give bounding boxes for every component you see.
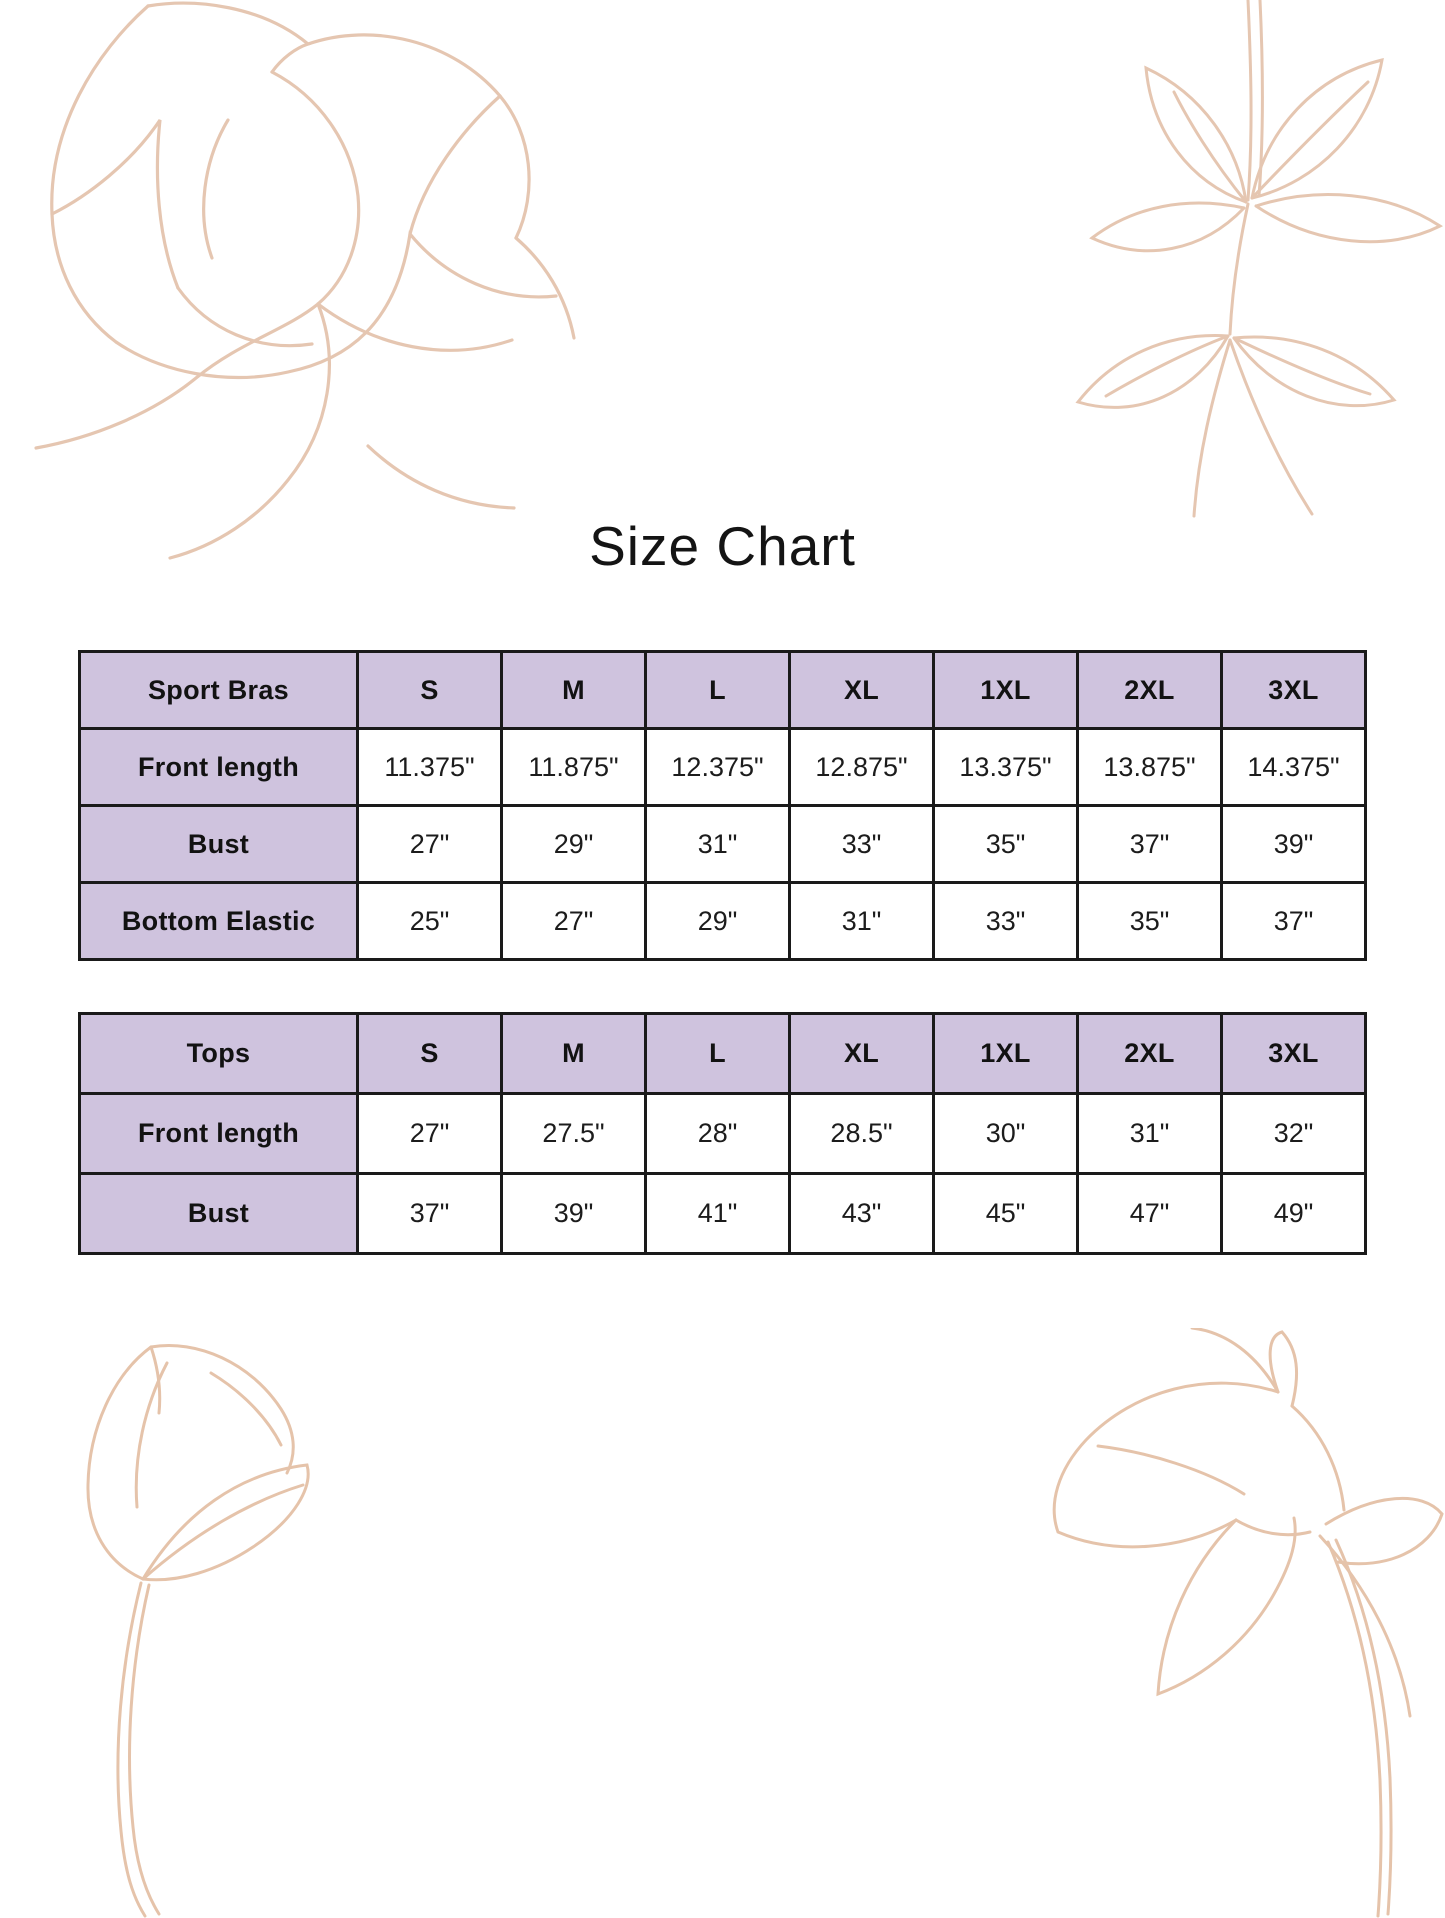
leaf-branch-line-art-icon <box>1075 0 1444 518</box>
size-value-cell: 14.375" <box>1220 727 1367 807</box>
size-value-cell: 39" <box>500 1172 647 1255</box>
size-header-cell: 2XL <box>1076 1012 1223 1095</box>
size-value-cell: 37" <box>1220 881 1367 961</box>
size-value-cell: 12.875" <box>788 727 935 807</box>
row-label-cell: Bust <box>78 804 359 884</box>
size-value-cell: 13.375" <box>932 727 1079 807</box>
table-row: Bust 27" 29" 31" 33" 35" 37" 39" <box>78 804 1367 884</box>
table-row: Front length 27" 27.5" 28" 28.5" 30" 31"… <box>78 1092 1367 1175</box>
size-header-cell: 1XL <box>932 1012 1079 1095</box>
size-value-cell: 29" <box>500 804 647 884</box>
size-value-cell: 13.875" <box>1076 727 1223 807</box>
size-header-cell: S <box>356 1012 503 1095</box>
row-label-cell: Front length <box>78 1092 359 1175</box>
size-value-cell: 11.375" <box>356 727 503 807</box>
poppy-flower-line-art-icon <box>86 1344 310 1918</box>
size-value-cell: 30" <box>932 1092 1079 1175</box>
size-header-cell: 2XL <box>1076 650 1223 730</box>
page-title: Size Chart <box>589 515 856 577</box>
size-header-cell: M <box>500 650 647 730</box>
size-header-cell: XL <box>788 650 935 730</box>
size-value-cell: 28" <box>644 1092 791 1175</box>
peony-flower-line-art-icon <box>34 1 576 560</box>
size-value-cell: 49" <box>1220 1172 1367 1255</box>
table-header-row: Tops S M L XL 1XL 2XL 3XL <box>78 1012 1367 1095</box>
size-header-cell: XL <box>788 1012 935 1095</box>
size-header-cell: 1XL <box>932 650 1079 730</box>
size-header-cell: S <box>356 650 503 730</box>
size-value-cell: 25" <box>356 881 503 961</box>
size-value-cell: 31" <box>1076 1092 1223 1175</box>
size-value-cell: 32" <box>1220 1092 1367 1175</box>
size-value-cell: 35" <box>932 804 1079 884</box>
size-value-cell: 11.875" <box>500 727 647 807</box>
size-value-cell: 31" <box>788 881 935 961</box>
row-label-cell: Front length <box>78 727 359 807</box>
table-row: Bust 37" 39" 41" 43" 45" 47" 49" <box>78 1172 1367 1255</box>
table-title-cell: Sport Bras <box>78 650 359 730</box>
size-value-cell: 43" <box>788 1172 935 1255</box>
size-header-cell: L <box>644 1012 791 1095</box>
size-value-cell: 12.375" <box>644 727 791 807</box>
magnolia-flower-line-art-icon <box>1052 1328 1444 1918</box>
row-label-cell: Bust <box>78 1172 359 1255</box>
size-value-cell: 29" <box>644 881 791 961</box>
table-row: Bottom Elastic 25" 27" 29" 31" 33" 35" 3… <box>78 881 1367 961</box>
size-value-cell: 31" <box>644 804 791 884</box>
size-value-cell: 47" <box>1076 1172 1223 1255</box>
size-value-cell: 35" <box>1076 881 1223 961</box>
size-value-cell: 27" <box>356 804 503 884</box>
sport-bras-size-table: Sport Bras S M L XL 1XL 2XL 3XL Front le… <box>78 650 1367 961</box>
table-row: Front length 11.375" 11.875" 12.375" 12.… <box>78 727 1367 807</box>
size-value-cell: 33" <box>788 804 935 884</box>
size-value-cell: 27.5" <box>500 1092 647 1175</box>
size-value-cell: 28.5" <box>788 1092 935 1175</box>
size-value-cell: 39" <box>1220 804 1367 884</box>
size-header-cell: M <box>500 1012 647 1095</box>
table-title-cell: Tops <box>78 1012 359 1095</box>
size-value-cell: 41" <box>644 1172 791 1255</box>
size-value-cell: 37" <box>356 1172 503 1255</box>
size-header-cell: 3XL <box>1220 1012 1367 1095</box>
size-value-cell: 27" <box>500 881 647 961</box>
table-header-row: Sport Bras S M L XL 1XL 2XL 3XL <box>78 650 1367 730</box>
size-header-cell: 3XL <box>1220 650 1367 730</box>
row-label-cell: Bottom Elastic <box>78 881 359 961</box>
tops-size-table: Tops S M L XL 1XL 2XL 3XL Front length 2… <box>78 1012 1367 1255</box>
size-value-cell: 33" <box>932 881 1079 961</box>
size-value-cell: 37" <box>1076 804 1223 884</box>
size-header-cell: L <box>644 650 791 730</box>
size-value-cell: 27" <box>356 1092 503 1175</box>
size-value-cell: 45" <box>932 1172 1079 1255</box>
